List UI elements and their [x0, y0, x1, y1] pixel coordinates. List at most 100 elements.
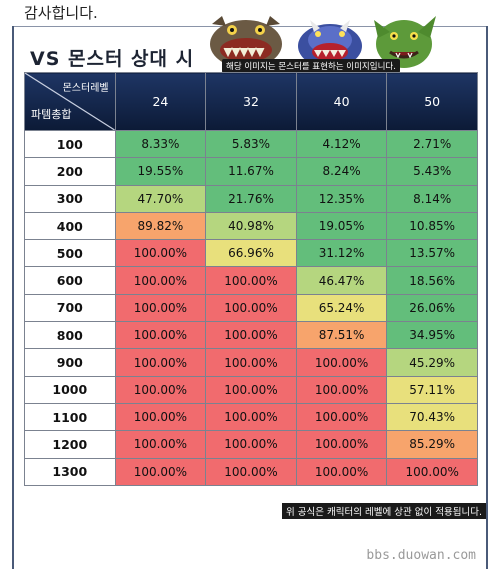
table-cell: 89.82% [114, 211, 207, 241]
table-cell: 100.00% [114, 375, 207, 404]
row-label: 1200 [24, 430, 116, 459]
table-cell: 100.00% [295, 402, 388, 432]
table-cell: 5.83% [205, 129, 297, 159]
intro-text: 감사합니다. [24, 4, 98, 22]
table-cell: 100.00% [114, 293, 207, 323]
row-label: 1100 [24, 402, 116, 432]
table-cell: 100.00% [205, 430, 297, 459]
table-cell: 100.00% [205, 293, 297, 323]
table-row: 700 100.00% 100.00% 65.24% 26.06% [24, 293, 478, 323]
table-cell: 45.29% [386, 348, 478, 377]
table-cell: 100.00% [114, 239, 207, 268]
monster-blue-icon [298, 20, 362, 68]
row-label: 300 [24, 184, 116, 213]
table-row: 1300 100.00% 100.00% 100.00% 100.00% [24, 457, 478, 487]
table-cell: 100.00% [295, 348, 388, 377]
corner-bottom-label: 파템총합 [31, 108, 72, 121]
table-cell: 100.00% [205, 348, 297, 377]
table-row: 900 100.00% 100.00% 100.00% 45.29% [24, 348, 478, 377]
monster-goblin-icon [374, 16, 436, 68]
row-label: 400 [24, 211, 116, 241]
table-corner-header: 몬스터레벨 파템총합 [24, 72, 116, 131]
table-cell: 100.00% [386, 457, 478, 487]
watermark: bbs.duowan.com [366, 548, 476, 563]
monster-toad-icon [210, 16, 282, 68]
table-cell: 100.00% [205, 402, 297, 432]
corner-diagonal-line [25, 73, 115, 130]
table-cell: 26.06% [386, 293, 478, 323]
section-heading: VS 몬스터 상대 시 [30, 48, 195, 70]
row-label: 800 [24, 321, 116, 350]
table-cell: 100.00% [205, 457, 297, 487]
column-header: 24 [114, 72, 207, 131]
table-cell: 57.11% [386, 375, 478, 404]
image-caption: 해당 이미지는 몬스터를 표현하는 이미지입니다. [222, 59, 400, 73]
table-cell: 10.85% [386, 211, 478, 241]
row-label: 1000 [24, 375, 116, 404]
table-row: 1100 100.00% 100.00% 100.00% 70.43% [24, 402, 478, 432]
table-cell: 65.24% [295, 293, 388, 323]
table-cell: 87.51% [295, 321, 388, 350]
row-label: 500 [24, 239, 116, 268]
table-cell: 85.29% [386, 430, 478, 459]
column-header: 50 [386, 72, 478, 131]
table-cell: 19.55% [114, 157, 207, 186]
table-cell: 100.00% [114, 348, 207, 377]
table-row: 1000 100.00% 100.00% 100.00% 57.11% [24, 375, 478, 404]
table-cell: 31.12% [295, 239, 388, 268]
table-cell: 8.33% [114, 129, 207, 159]
table-cell: 19.05% [295, 211, 388, 241]
table-cell: 66.96% [205, 239, 297, 268]
table-cell: 70.43% [386, 402, 478, 432]
table-cell: 100.00% [295, 375, 388, 404]
column-header: 40 [295, 72, 388, 131]
row-label: 600 [24, 266, 116, 295]
table-cell: 100.00% [114, 266, 207, 295]
table-cell: 100.00% [114, 457, 207, 487]
table-cell: 11.67% [205, 157, 297, 186]
corner-top-label: 몬스터레벨 [62, 83, 109, 94]
frame-right-border [486, 26, 488, 569]
table-row: 500 100.00% 66.96% 31.12% 13.57% [24, 239, 478, 268]
table-row: 300 47.70% 21.76% 12.35% 8.14% [24, 184, 478, 213]
table-cell: 100.00% [205, 321, 297, 350]
table-cell: 100.00% [114, 402, 207, 432]
table-cell: 47.70% [114, 184, 207, 213]
row-label: 100 [24, 129, 116, 159]
row-label: 200 [24, 157, 116, 186]
table-cell: 5.43% [386, 157, 478, 186]
table-cell: 4.12% [295, 129, 388, 159]
frame-left-border [12, 26, 14, 569]
monster-illustration [210, 16, 436, 68]
table-cell: 100.00% [205, 266, 297, 295]
probability-table: 몬스터레벨 파템총합 24 32 40 50 100 8.33% 5.83% 4.12… [24, 72, 478, 487]
table-row: 600 100.00% 100.00% 46.47% 18.56% [24, 266, 478, 295]
table-cell: 18.56% [386, 266, 478, 295]
table-cell: 100.00% [295, 430, 388, 459]
table-body: 100 8.33% 5.83% 4.12% 2.71% 200 19.55% 11.67% 8.… [24, 129, 478, 487]
table-row: 400 89.82% 40.98% 19.05% 10.85% [24, 211, 478, 241]
table-cell: 8.14% [386, 184, 478, 213]
row-label: 700 [24, 293, 116, 323]
table-row: 100 8.33% 5.83% 4.12% 2.71% [24, 129, 478, 159]
table-cell: 100.00% [295, 457, 388, 487]
table-cell: 34.95% [386, 321, 478, 350]
table-row: 200 19.55% 11.67% 8.24% 5.43% [24, 157, 478, 186]
column-header: 32 [205, 72, 297, 131]
table-cell: 100.00% [205, 375, 297, 404]
table-cell: 21.76% [205, 184, 297, 213]
table-cell: 40.98% [205, 211, 297, 241]
table-cell: 100.00% [114, 430, 207, 459]
row-label: 1300 [24, 457, 116, 487]
table-cell: 8.24% [295, 157, 388, 186]
table-cell: 100.00% [114, 321, 207, 350]
table-header-row: 몬스터레벨 파템총합 24 32 40 50 [24, 72, 478, 131]
table-row: 1200 100.00% 100.00% 100.00% 85.29% [24, 430, 478, 459]
table-cell: 12.35% [295, 184, 388, 213]
table-row: 800 100.00% 100.00% 87.51% 34.95% [24, 321, 478, 350]
footnote: 위 공식은 캐릭터의 레벨에 상관 없이 적용됩니다. [282, 503, 486, 519]
table-cell: 46.47% [295, 266, 388, 295]
table-cell: 13.57% [386, 239, 478, 268]
row-label: 900 [24, 348, 116, 377]
table-cell: 2.71% [386, 129, 478, 159]
